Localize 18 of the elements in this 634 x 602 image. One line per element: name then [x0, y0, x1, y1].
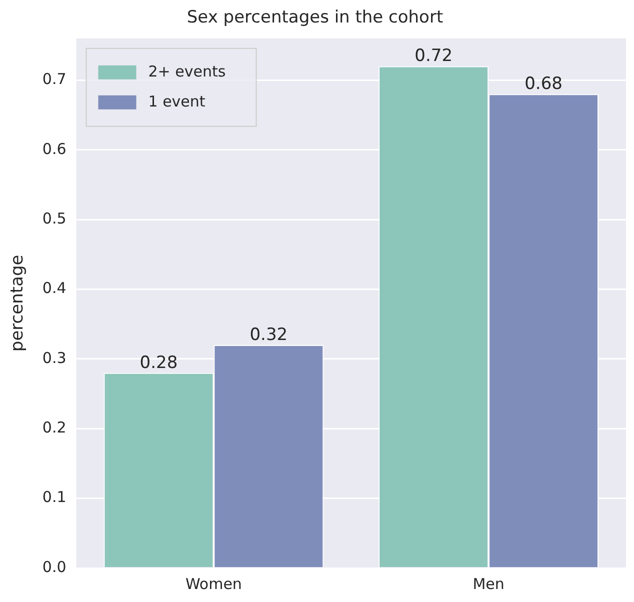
data-label: 0.72	[414, 46, 453, 66]
y-axis-title: percentage	[8, 254, 28, 352]
legend-label: 1 event	[148, 92, 206, 110]
x-tick-label: Men	[472, 574, 504, 593]
legend-label: 2+ events	[148, 62, 226, 80]
y-tick-label: 0.4	[42, 279, 66, 298]
y-tick-label: 0.1	[42, 488, 66, 506]
y-tick-label: 0.2	[42, 418, 66, 437]
data-label: 0.68	[524, 74, 562, 94]
chart-title: Sex percentages in the cohort	[186, 8, 444, 28]
data-label: 0.32	[250, 324, 288, 345]
data-label: 0.28	[140, 352, 178, 373]
y-tick-label: 0.0	[42, 558, 66, 576]
y-tick-label: 0.6	[42, 140, 66, 158]
x-tick-label: Women	[185, 574, 242, 593]
y-tick-label: 0.3	[42, 348, 66, 367]
y-tick-label: 0.5	[42, 209, 66, 228]
y-tick-label: 0.7	[42, 70, 66, 88]
